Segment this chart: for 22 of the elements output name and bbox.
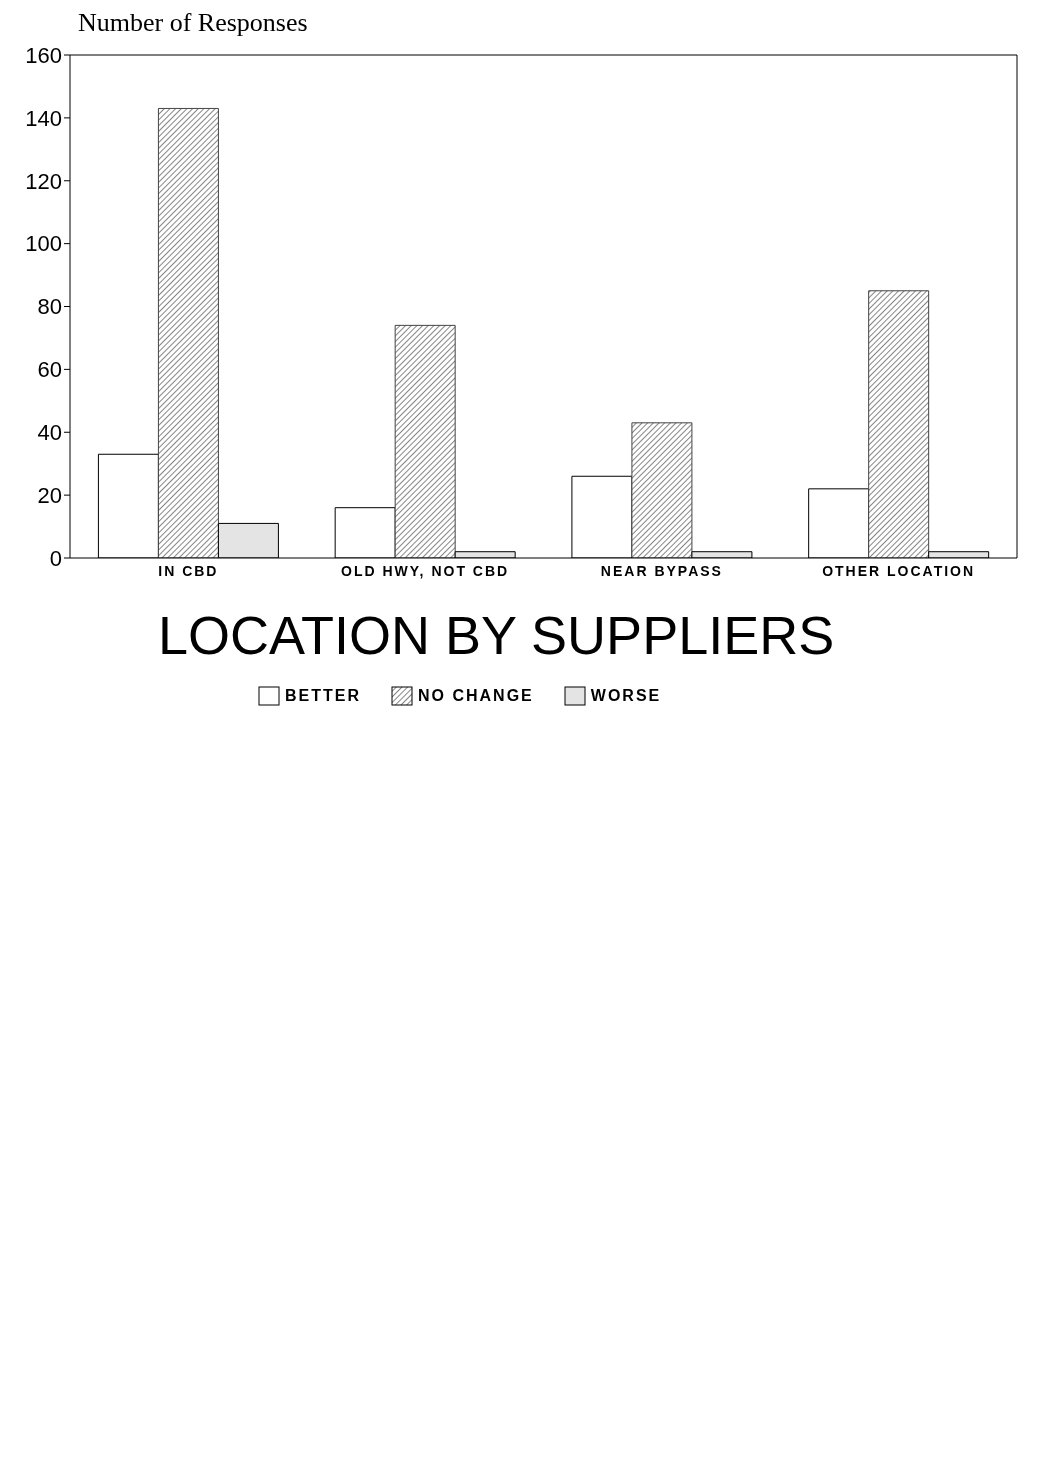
legend-label: WORSE [590, 687, 662, 705]
legend-label: NO CHANGE [418, 687, 534, 705]
x-tick-label: NEAR BYPASS [600, 562, 723, 579]
text: LOCATION BY SUPPLIERS [158, 605, 836, 665]
y-tick-label: 160 [25, 42, 62, 68]
y-tick-label: 40 [37, 420, 62, 446]
y-tick-label: 140 [25, 105, 62, 131]
x-tick-label: OLD HWY, NOT CBD [341, 562, 510, 579]
x-tick-label: IN CBD [158, 562, 219, 579]
y-tick-label: 100 [25, 231, 62, 257]
y-axis-title: Number of Responses [78, 8, 309, 38]
y-tick-label: 60 [37, 357, 62, 383]
y-tick-label: 0 [49, 545, 62, 571]
bar [868, 290, 930, 558]
y-tick-label: 80 [37, 294, 62, 320]
legend-label: BETTER [285, 687, 361, 705]
bar [394, 324, 456, 558]
y-tick-label: 120 [25, 168, 62, 194]
bar [157, 107, 219, 558]
bar [631, 422, 693, 558]
x-tick-label: OTHER LOCATION [822, 562, 976, 579]
y-tick-label: 20 [37, 482, 62, 508]
